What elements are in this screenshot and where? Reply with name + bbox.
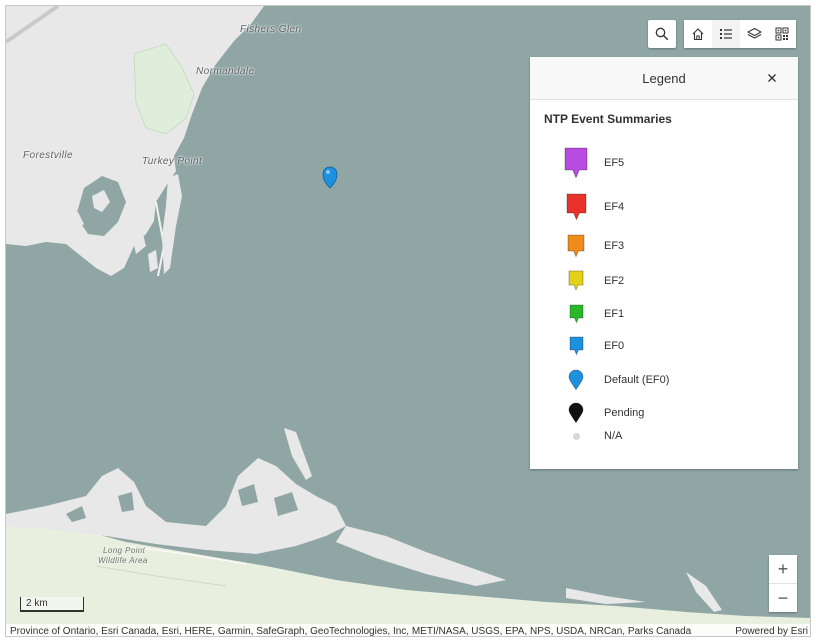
zoom-in-button[interactable]: + bbox=[769, 555, 797, 583]
park-area bbox=[133, 43, 195, 135]
legend-item: EF2 bbox=[530, 270, 624, 291]
legend-item: EF4 bbox=[530, 193, 624, 221]
place-label-turkey-point: Turkey Point bbox=[142, 156, 203, 167]
legend-swatch bbox=[554, 193, 598, 221]
place-label-forestville: Forestville bbox=[23, 150, 73, 161]
sand-spit bbox=[284, 428, 312, 480]
minus-icon: − bbox=[777, 587, 789, 608]
qr-code-icon bbox=[775, 27, 789, 41]
round-pin-icon bbox=[568, 369, 584, 391]
legend-item-label: N/A bbox=[604, 430, 623, 442]
legend-item: Default (EF0) bbox=[530, 369, 669, 391]
north-shore-land bbox=[6, 6, 264, 276]
legend-item: EF1 bbox=[530, 304, 624, 324]
long-point-marsh bbox=[6, 458, 346, 554]
square-pin-icon bbox=[564, 147, 588, 179]
legend-swatch bbox=[554, 402, 598, 424]
zoom-divider bbox=[769, 583, 797, 584]
place-label-long-point: Long Point bbox=[103, 546, 146, 555]
close-icon bbox=[768, 74, 776, 82]
zoom-controls: + − bbox=[769, 555, 797, 612]
legend-swatch bbox=[554, 369, 598, 391]
legend-item-label: EF3 bbox=[604, 240, 625, 252]
legend-item: EF3 bbox=[530, 234, 624, 258]
round-pin-icon bbox=[568, 402, 584, 424]
legend-item-label: EF4 bbox=[604, 201, 625, 213]
scale-bar: 2 km bbox=[20, 597, 84, 612]
roads-south bbox=[125, 545, 247, 565]
legend-item-label: Pending bbox=[604, 407, 645, 419]
home-icon bbox=[692, 28, 704, 41]
attribution-text[interactable]: Province of Ontario, Esri Canada, Esri, … bbox=[10, 625, 692, 637]
attribution-bar: Province of Ontario, Esri Canada, Esri, … bbox=[6, 624, 810, 637]
square-pin-icon bbox=[567, 234, 585, 258]
roads-south bbox=[95, 565, 227, 587]
legend-item-label: EF0 bbox=[604, 340, 625, 352]
legend-close-button[interactable] bbox=[764, 70, 780, 86]
marsh-channels bbox=[66, 468, 298, 522]
legend-header: Legend bbox=[530, 57, 798, 100]
powered-by-link[interactable]: Powered by Esri bbox=[735, 625, 808, 637]
square-pin-icon bbox=[569, 304, 583, 324]
legend-swatch bbox=[554, 270, 598, 291]
legend-item: EF5 bbox=[530, 147, 624, 179]
legend-swatch bbox=[554, 234, 598, 258]
legend-list-icon bbox=[720, 29, 732, 39]
legend-swatch bbox=[554, 336, 598, 356]
toolbar bbox=[684, 20, 796, 48]
legend-item: Pending bbox=[530, 402, 644, 424]
layers-icon bbox=[746, 27, 762, 39]
search-icon bbox=[655, 27, 669, 41]
legend-swatch bbox=[554, 304, 598, 324]
home-button[interactable] bbox=[684, 20, 712, 48]
dot-icon bbox=[572, 432, 580, 440]
legend-swatch bbox=[554, 147, 598, 179]
legend-layer-title: NTP Event Summaries bbox=[544, 112, 672, 126]
long-point-land bbox=[6, 520, 810, 636]
place-label-fishers-glen: Fishers Glen bbox=[240, 24, 302, 35]
search-button[interactable] bbox=[648, 20, 676, 48]
square-pin-icon bbox=[566, 193, 586, 221]
place-label-wildlife-area: Wildlife Area bbox=[98, 556, 148, 565]
square-pin-icon bbox=[568, 270, 584, 291]
turkey-point-spit bbox=[162, 174, 182, 274]
legend-panel: Legend NTP Event Summaries EF5 EF4 EF3 EF2 E… bbox=[530, 57, 798, 469]
plus-icon: + bbox=[777, 558, 789, 579]
legend-header-title: Legend bbox=[642, 70, 686, 86]
qr-code-button[interactable] bbox=[768, 20, 796, 48]
road bbox=[6, 6, 60, 44]
legend-item-label: EF2 bbox=[604, 274, 625, 287]
basemap[interactable] bbox=[6, 6, 811, 637]
scale-label: 2 km bbox=[26, 598, 48, 609]
event-marker[interactable] bbox=[322, 166, 338, 189]
legend-swatch bbox=[554, 432, 598, 441]
zoom-out-button[interactable]: − bbox=[769, 584, 797, 612]
map-view[interactable]: Fishers Glen Normandale Forestville Turk… bbox=[5, 5, 811, 637]
legend-item-label: EF1 bbox=[604, 308, 625, 320]
layers-button[interactable] bbox=[740, 20, 768, 48]
legend-item: EF0 bbox=[530, 336, 624, 356]
place-label-normandale: Normandale bbox=[196, 66, 255, 77]
legend-item-label: EF5 bbox=[604, 157, 625, 169]
legend-button[interactable] bbox=[712, 20, 740, 48]
legend-item-label: Default (EF0) bbox=[604, 374, 670, 386]
east-islands bbox=[336, 526, 722, 612]
legend-item: N/A bbox=[530, 430, 622, 442]
square-pin-icon bbox=[569, 336, 583, 356]
